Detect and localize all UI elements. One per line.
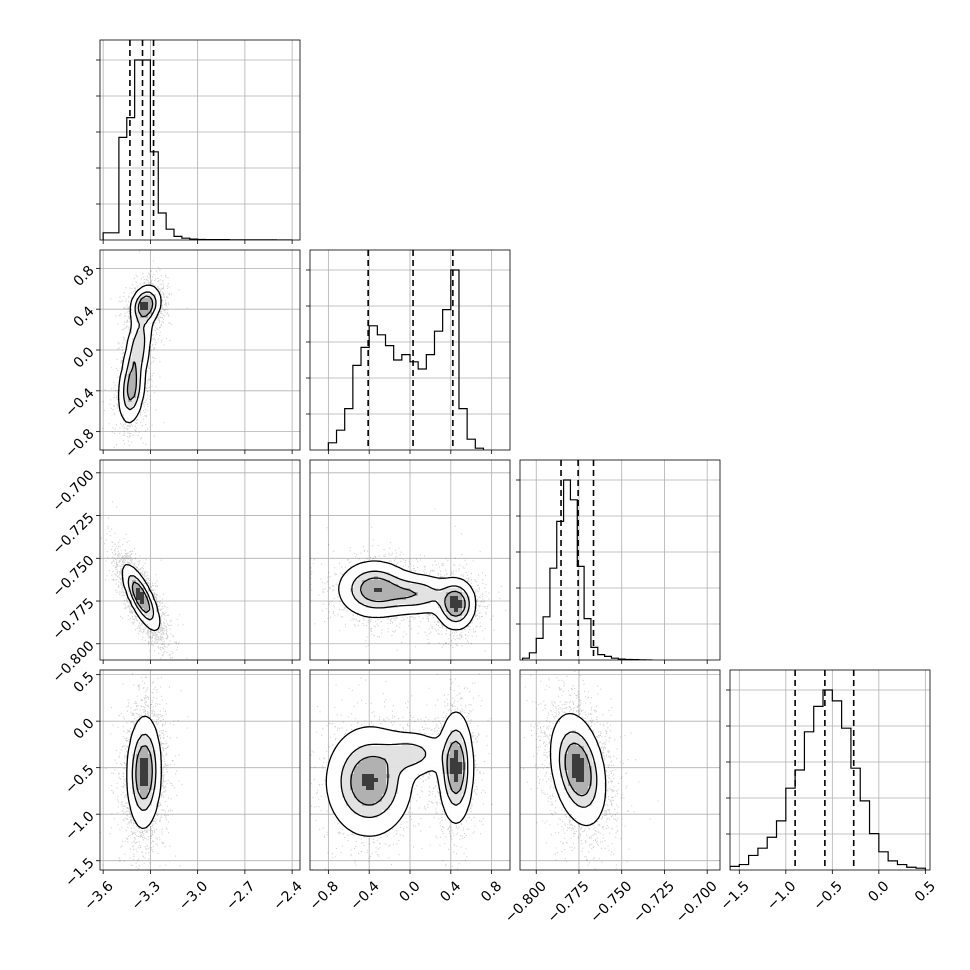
panel-content: [520, 460, 720, 660]
x-tick-label: −3.0: [176, 878, 211, 913]
contour-line-1: [122, 291, 157, 411]
y-tick-label: −0.700: [50, 467, 98, 515]
y-tick-label: −0.750: [50, 553, 98, 601]
histogram-2: [521, 479, 653, 660]
panel-frame: [519, 459, 721, 661]
y-tick-label: −1.0: [62, 809, 97, 844]
contour-line-0: [121, 563, 161, 632]
x-tick-label: −0.8: [307, 878, 342, 913]
y-tick-label: 0.4: [71, 303, 98, 330]
x-tick-label: −0.5: [811, 878, 846, 913]
x-tick-label: −2.7: [223, 878, 258, 913]
contour-line-1: [558, 731, 598, 808]
x-tick-label: −3.6: [81, 878, 116, 913]
panel-frame: [99, 669, 301, 871]
x-tick-label: −0.725: [630, 878, 678, 926]
x-tick-label: 0.0: [397, 878, 424, 905]
x-tick-label: 0.8: [478, 878, 505, 905]
x-tick-label: 0.5: [912, 878, 939, 905]
panel-frame: [729, 669, 931, 871]
density-level-0: [338, 560, 474, 628]
density-level-3: [136, 588, 144, 604]
marginal-panel-2: [516, 459, 721, 664]
joint-panel-0-1: −0.8 −0.4 0.0 0.4 0.8: [62, 249, 301, 461]
marginal-panel-0: [96, 39, 301, 244]
x-tick-label: −0.750: [587, 878, 635, 926]
x-tick-label: −0.800: [502, 878, 550, 926]
joint-panel-1-2: [309, 459, 511, 664]
contour-line-0: [117, 284, 162, 424]
joint-panel-0-3: −3.6 −3.3 −3.0 −2.7 −2.4 −1.5 −1.0 −0.5 0.0 0.5: [62, 669, 305, 914]
panel-content: [730, 670, 930, 870]
panel-content: [520, 670, 720, 870]
density-level-2: [564, 742, 592, 794]
x-tick-label: −1.5: [718, 878, 753, 913]
density-level-1: [560, 730, 596, 806]
scatter-points: [100, 501, 188, 660]
contour-line-2: [135, 745, 153, 800]
density-level-3: [572, 754, 584, 782]
marginal-panel-3: −1.5 −1.0 −0.5 0.0 0.5: [718, 669, 939, 914]
panel-content: [100, 250, 300, 450]
contour-line-0: [325, 711, 475, 837]
panel-content: [310, 460, 510, 660]
contour-line-2: [564, 742, 592, 797]
density-level-1: [342, 730, 466, 818]
x-tick-label: −2.4: [270, 878, 305, 913]
joint-panel-0-2: −0.800−0.775−0.750−0.725−0.700: [50, 459, 301, 686]
y-tick-label: 0.8: [71, 263, 98, 290]
y-tick-label: −0.4: [62, 385, 97, 420]
density-level-2: [128, 298, 152, 402]
contour-line-1: [127, 575, 155, 621]
density-level-1: [124, 294, 156, 410]
contour-line-1: [351, 570, 470, 623]
panel-content: [310, 670, 510, 870]
density-level-2: [362, 576, 466, 616]
density-level-0: [120, 286, 160, 422]
panel-frame: [99, 39, 301, 241]
density-level-2: [350, 742, 466, 806]
joint-panel-2-3: −0.800−0.775−0.750−0.725−0.700: [502, 669, 721, 926]
contour-line-0: [126, 715, 162, 830]
density-level-3: [362, 750, 462, 790]
x-tick-label: −0.775: [545, 878, 593, 926]
contour-line-2: [126, 295, 154, 401]
y-tick-label: 0.0: [71, 716, 98, 743]
x-tick-label: 0.0: [865, 878, 892, 905]
histogram-3: [730, 689, 926, 870]
y-tick-label: 0.5: [71, 669, 98, 696]
x-tick-label: −1.0: [764, 878, 799, 913]
density-level-3: [140, 758, 148, 786]
contour-line-0: [549, 712, 607, 827]
x-tick-label: −3.3: [129, 878, 164, 913]
x-tick-label: −0.4: [347, 878, 382, 913]
panel-content: [100, 670, 300, 870]
y-tick-label: −0.725: [50, 510, 98, 558]
x-tick-label: −0.700: [673, 878, 721, 926]
panel-content: [100, 40, 300, 240]
joint-panel-1-3: −0.8 −0.4 0.0 0.4 0.8: [307, 669, 511, 914]
density-level-3: [140, 302, 148, 310]
contour-line-1: [131, 733, 157, 811]
panel-frame: [99, 459, 301, 661]
x-tick-label: 0.4: [437, 878, 464, 905]
contour-line-1: [340, 729, 469, 819]
histogram-1: [327, 269, 485, 450]
y-tick-label: −0.5: [62, 762, 97, 797]
y-tick-label: −1.5: [62, 855, 97, 890]
contour-line-2: [350, 740, 465, 806]
density-level-0: [552, 714, 604, 826]
y-tick-label: −0.8: [62, 426, 97, 461]
contour-line-2: [131, 581, 151, 614]
panel-content: [100, 460, 300, 660]
panel-content: [310, 250, 510, 450]
contour-line-2: [359, 577, 466, 617]
y-tick-label: −0.775: [50, 595, 98, 643]
panel-frame: [519, 669, 721, 871]
marginal-panel-1: [306, 249, 511, 454]
contour-line-0: [338, 560, 477, 631]
y-tick-label: 0.0: [71, 344, 98, 371]
